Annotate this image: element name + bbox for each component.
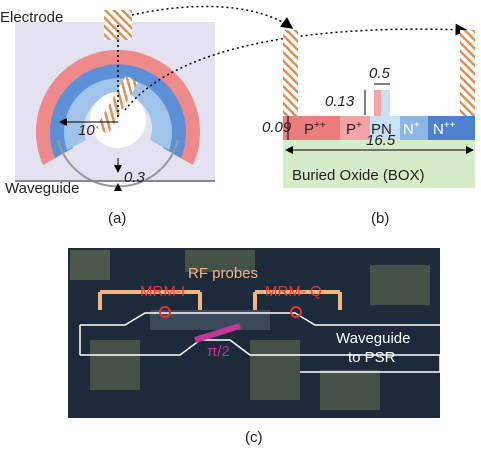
label: Waveguide [336, 330, 411, 347]
label: 0.3 [124, 169, 146, 186]
rib-n [381, 90, 390, 116]
region-sup: + [356, 120, 362, 131]
panel-b: 0.5 0.13 0.09 P++ P+ PN N+ N++ 16.5 Buri… [262, 30, 475, 227]
label: 0.5 [369, 65, 391, 82]
electrode [283, 30, 298, 118]
region-base: N [403, 121, 414, 138]
label: Electrode [0, 9, 63, 26]
region-base: N [433, 121, 444, 138]
photo-pattern [320, 370, 380, 410]
region-base: P [304, 121, 314, 138]
label: Waveguide [5, 180, 80, 197]
photo-pattern [90, 340, 140, 390]
label: RF probes [188, 265, 258, 282]
label: 16.5 [366, 132, 396, 149]
label: 0.09 [262, 119, 292, 136]
photo-pattern [250, 340, 300, 400]
region-sup: ++ [314, 120, 326, 131]
label: π/2 [207, 343, 230, 360]
caption: (b) [371, 210, 389, 227]
label: 0.13 [325, 93, 355, 110]
caption: (c) [245, 429, 263, 446]
region-sup: + [414, 120, 420, 131]
label: Buried Oxide (BOX) [292, 167, 425, 184]
electrode [460, 30, 475, 118]
photo-pattern [70, 250, 110, 280]
caption: (a) [108, 210, 126, 227]
label: to PSR [348, 349, 396, 366]
region-base: P [346, 121, 356, 138]
region-sup: ++ [444, 120, 456, 131]
label: 10 [78, 122, 95, 139]
photo-pattern [370, 265, 430, 305]
label: MRM- Q [265, 283, 322, 300]
panel-a: Electrode 10 0.3 Waveguide (a) [0, 9, 215, 227]
panel-c: RF probes MRM-I MRM- Q π/2 Waveguide to … [68, 248, 440, 446]
label: MRM-I [140, 283, 185, 300]
figure: Electrode 10 0.3 Waveguide (a) 0.5 0.13 … [0, 0, 481, 451]
